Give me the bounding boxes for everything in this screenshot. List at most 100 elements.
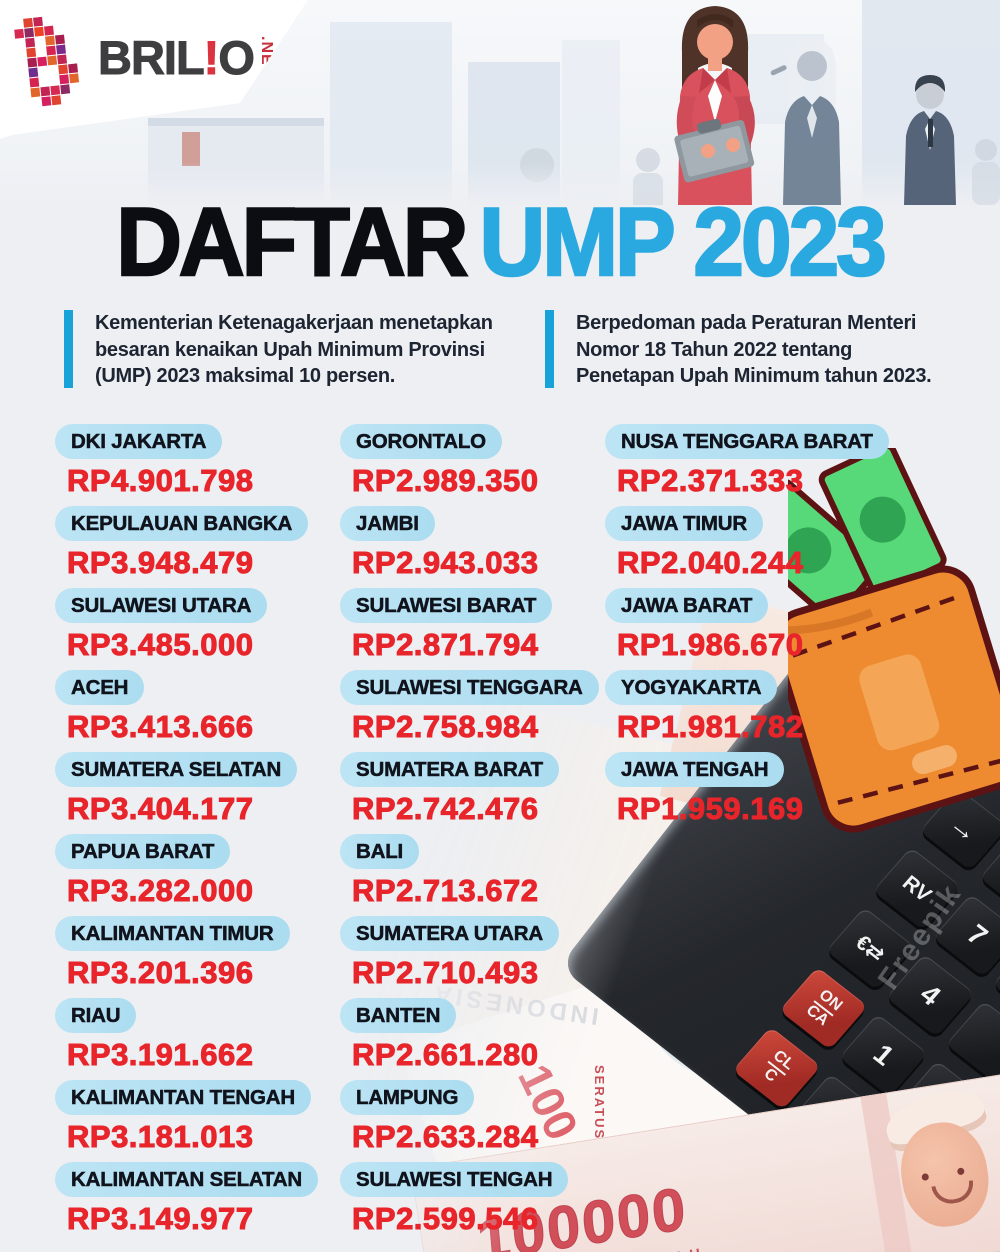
brand-tld: .NET bbox=[257, 36, 275, 77]
dash-accent-icon bbox=[770, 65, 787, 76]
brand-pixel-b-icon bbox=[14, 16, 80, 107]
building-icon bbox=[468, 62, 560, 207]
brand-o: O bbox=[218, 31, 256, 85]
brand-wordmark: BRIL!O bbox=[98, 30, 256, 85]
province-entry: JAWA BARAT RP1.986.670 bbox=[605, 588, 890, 664]
business-people-illustration bbox=[633, 6, 1000, 205]
province-ump-value: RP1.959.169 bbox=[617, 791, 804, 827]
province-entry: LAMPUNG RP2.633.284 bbox=[340, 1080, 605, 1156]
province-name-pill: SULAWESI BARAT bbox=[340, 588, 553, 623]
province-entry: SULAWESI TENGAH RP2.599.546 bbox=[340, 1162, 605, 1238]
province-name-pill: SUMATERA SELATAN bbox=[55, 752, 298, 787]
brilio-logo: BRIL!O .NET bbox=[14, 16, 275, 112]
brand-word: BRIL bbox=[98, 31, 206, 85]
title-part-black: DAFTAR bbox=[115, 188, 470, 297]
province-entry: BALI RP2.713.672 bbox=[340, 834, 605, 910]
province-ump-list: DKI JAKARTA RP4.901.798 KEPULAUAN BANGKA RP… bbox=[55, 424, 890, 1244]
intro-line: Nomor 18 Tahun 2022 tentang bbox=[576, 338, 853, 361]
province-name-pill: SULAWESI UTARA bbox=[55, 588, 268, 623]
province-ump-value: RP2.713.672 bbox=[352, 873, 539, 909]
province-ump-value: RP3.413.666 bbox=[67, 709, 254, 745]
ghost-figure-icon bbox=[633, 148, 663, 205]
brand-exclamation: ! bbox=[203, 31, 220, 85]
province-entry: GORONTALO RP2.989.350 bbox=[340, 424, 605, 500]
province-name-pill: BALI bbox=[340, 834, 420, 869]
province-entry: NUSA TENGGARA BARAT RP2.371.333 bbox=[605, 424, 890, 500]
money-bill-icon bbox=[818, 448, 947, 597]
province-entry: SULAWESI TENGGARA RP2.758.984 bbox=[340, 670, 605, 746]
province-name-pill: SUMATERA UTARA bbox=[340, 916, 559, 951]
province-name-pill: KALIMANTAN TENGAH bbox=[55, 1080, 311, 1115]
province-entry: YOGYAKARTA RP1.981.782 bbox=[605, 670, 890, 746]
wallet-icon bbox=[788, 565, 1000, 833]
province-name-pill: JAWA BARAT bbox=[605, 588, 769, 623]
province-name-pill: GORONTALO bbox=[340, 424, 502, 459]
province-ump-value: RP2.040.244 bbox=[617, 545, 804, 581]
province-name-pill: RIAU bbox=[55, 998, 137, 1033]
province-name-pill: KALIMANTAN TIMUR bbox=[55, 916, 290, 951]
province-name-pill: JAWA TIMUR bbox=[605, 506, 763, 541]
province-ump-value: RP2.371.333 bbox=[617, 463, 804, 499]
province-entry: RIAU RP3.191.662 bbox=[55, 998, 340, 1074]
building-icon bbox=[330, 22, 452, 207]
intro-line: Kementerian Ketenagakerjaan menetapkan bbox=[95, 312, 493, 334]
province-entry: ACEH RP3.413.666 bbox=[55, 670, 340, 746]
province-name-pill: KALIMANTAN SELATAN bbox=[55, 1162, 318, 1197]
province-entry: JAWA TIMUR RP2.040.244 bbox=[605, 506, 890, 582]
province-name-pill: SULAWESI TENGAH bbox=[340, 1162, 569, 1197]
province-ump-value: RP2.661.280 bbox=[352, 1037, 539, 1073]
province-ump-value: RP2.633.284 bbox=[352, 1119, 539, 1155]
province-entry: SULAWESI UTARA RP3.485.000 bbox=[55, 588, 340, 664]
province-name-pill: ACEH bbox=[55, 670, 145, 705]
province-name-pill: JAMBI bbox=[340, 506, 435, 541]
province-column-2: GORONTALO RP2.989.350 JAMBI RP2.943.033 SULA… bbox=[340, 424, 605, 1244]
province-entry: BANTEN RP2.661.280 bbox=[340, 998, 605, 1074]
businesswoman-gray-icon bbox=[783, 38, 841, 205]
province-column-1: DKI JAKARTA RP4.901.798 KEPULAUAN BANGKA RP… bbox=[55, 424, 340, 1244]
province-entry: JAWA TENGAH RP1.959.169 bbox=[605, 752, 890, 828]
province-ump-value: RP2.871.794 bbox=[352, 627, 539, 663]
header-cityscape: BRIL!O .NET bbox=[0, 0, 1000, 212]
wallet-money-illustration bbox=[788, 448, 1000, 833]
province-entry: SUMATERA SELATAN RP3.404.177 bbox=[55, 752, 340, 828]
province-name-pill: PAPUA BARAT bbox=[55, 834, 231, 869]
intro-block-left: Kementerian Ketenagakerjaan menetapkan b… bbox=[64, 310, 493, 390]
province-name-pill: YOGYAKARTA bbox=[605, 670, 778, 705]
province-ump-value: RP1.986.670 bbox=[617, 627, 804, 663]
building-icon bbox=[562, 40, 620, 207]
province-entry: JAMBI RP2.943.033 bbox=[340, 506, 605, 582]
intro-line: Penetapan Upah Minimum tahun 2023. bbox=[576, 365, 932, 387]
province-entry: PAPUA BARAT RP3.282.000 bbox=[55, 834, 340, 910]
province-ump-value: RP3.404.177 bbox=[67, 791, 254, 827]
tree-icon bbox=[520, 148, 554, 182]
province-ump-value: RP3.282.000 bbox=[67, 873, 254, 909]
province-name-pill: SULAWESI TENGGARA bbox=[340, 670, 599, 705]
province-name-pill: KEPULAUAN BANGKA bbox=[55, 506, 309, 541]
intro-line: besaran kenaikan Upah Minimum Provinsi bbox=[95, 338, 485, 361]
accent-bar bbox=[64, 310, 73, 388]
province-ump-value: RP2.599.546 bbox=[352, 1201, 539, 1237]
ghost-figure-icon bbox=[972, 139, 1000, 205]
businessman-icon bbox=[904, 75, 956, 205]
province-ump-value: RP2.989.350 bbox=[352, 463, 539, 499]
province-ump-value: RP3.191.662 bbox=[67, 1037, 254, 1073]
province-name-pill: JAWA TENGAH bbox=[605, 752, 785, 787]
intro-line: (UMP) 2023 maksimal 10 persen. bbox=[95, 365, 396, 387]
province-entry: KEPULAUAN BANGKA RP3.948.479 bbox=[55, 506, 340, 582]
accent-bar bbox=[545, 310, 554, 388]
province-ump-value: RP3.485.000 bbox=[67, 627, 254, 663]
province-ump-value: RP2.943.033 bbox=[352, 545, 539, 581]
province-name-pill: DKI JAKARTA bbox=[55, 424, 223, 459]
province-name-pill: NUSA TENGGARA BARAT bbox=[605, 424, 889, 459]
province-ump-value: RP2.758.984 bbox=[352, 709, 539, 745]
intro-block-right: Berpedoman pada Peraturan Menteri Nomor … bbox=[545, 310, 932, 390]
province-ump-value: RP3.149.977 bbox=[67, 1201, 254, 1237]
province-entry: SULAWESI BARAT RP2.871.794 bbox=[340, 588, 605, 664]
province-ump-value: RP2.710.493 bbox=[352, 955, 539, 991]
province-entry: SUMATERA UTARA RP2.710.493 bbox=[340, 916, 605, 992]
businesswoman-red-jacket-icon bbox=[674, 6, 755, 205]
province-ump-value: RP3.181.013 bbox=[67, 1119, 254, 1155]
province-ump-value: RP3.948.479 bbox=[67, 545, 254, 581]
money-calculator-photo: INDONESIA 100 SERATUS RIBU →RV7€⇄4ONCA12… bbox=[348, 591, 1000, 1252]
